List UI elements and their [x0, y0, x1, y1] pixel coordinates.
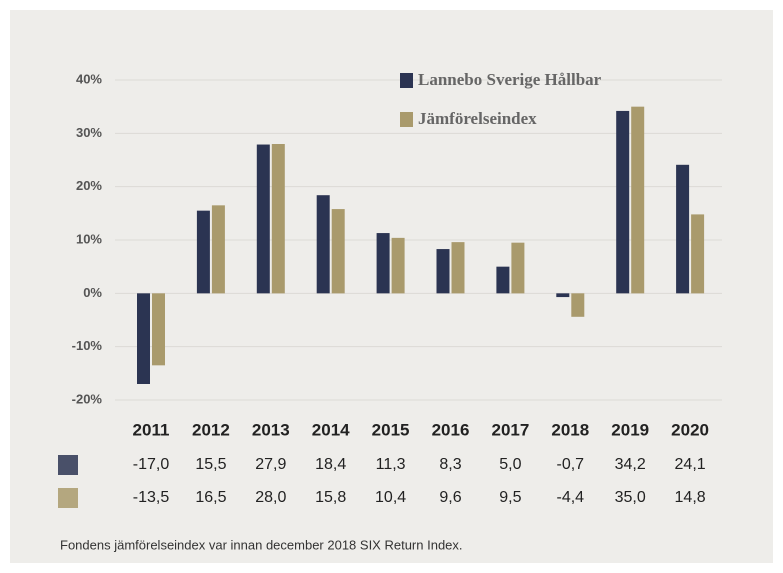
- legend-label: Lannebo Sverige Hållbar: [418, 70, 602, 89]
- x-tick-label: 2019: [611, 420, 649, 439]
- bar: [616, 110, 630, 294]
- x-tick-label: 2016: [432, 420, 470, 439]
- table-value: 10,4: [375, 489, 406, 506]
- y-tick-label: 10%: [76, 231, 102, 246]
- bar: [496, 266, 510, 294]
- legend-swatch: [400, 73, 413, 88]
- bar: [556, 293, 570, 298]
- table-value: 8,3: [439, 456, 461, 473]
- table-value: 18,4: [315, 456, 346, 473]
- bar: [152, 293, 165, 366]
- bar: [137, 293, 150, 384]
- chart-background: [10, 10, 773, 563]
- bar: [196, 210, 210, 294]
- y-tick-label: 30%: [76, 125, 102, 140]
- table-swatch: [58, 488, 78, 508]
- x-tick-label: 2013: [252, 420, 290, 439]
- table-value: 24,1: [675, 456, 706, 473]
- table-value: 11,3: [376, 456, 406, 473]
- legend-swatch: [400, 112, 413, 127]
- x-tick-label: 2020: [671, 420, 709, 439]
- table-value: -17,0: [133, 456, 170, 473]
- y-tick-label: 20%: [76, 178, 102, 193]
- table-value: 9,6: [439, 489, 461, 506]
- table-value: -13,5: [133, 489, 170, 506]
- table-value: 35,0: [615, 489, 646, 506]
- bar: [271, 144, 285, 294]
- table-value: -0,7: [557, 456, 585, 473]
- legend-label: Jämförelseindex: [418, 109, 537, 128]
- table-swatch: [58, 455, 78, 475]
- table-value: 16,5: [195, 489, 226, 506]
- bar: [691, 214, 705, 294]
- table-value: 14,8: [675, 489, 706, 506]
- y-tick-label: 0%: [83, 285, 102, 300]
- bar: [436, 249, 450, 294]
- bar: [571, 293, 585, 317]
- table-value: 15,5: [195, 456, 226, 473]
- x-tick-label: 2014: [312, 420, 350, 439]
- bar: [256, 144, 270, 294]
- y-tick-label: -10%: [72, 338, 103, 353]
- bar: [316, 195, 330, 294]
- bar: [376, 233, 390, 294]
- footnote: Fondens jämförelseindex var innan decemb…: [60, 537, 463, 552]
- x-tick-label: 2011: [133, 420, 170, 439]
- bar: [331, 209, 345, 294]
- bar: [511, 242, 525, 294]
- y-tick-label: -20%: [72, 391, 103, 406]
- table-value: 9,5: [499, 489, 521, 506]
- x-tick-label: 2015: [372, 420, 410, 439]
- x-tick-label: 2017: [491, 420, 529, 439]
- bar: [631, 106, 645, 294]
- table-value: 15,8: [315, 489, 346, 506]
- bar: [676, 164, 690, 294]
- bar: [451, 242, 465, 294]
- y-tick-label: 40%: [76, 71, 102, 86]
- x-tick-label: 2018: [551, 420, 589, 439]
- table-value: 28,0: [255, 489, 286, 506]
- table-value: -4,4: [557, 489, 585, 506]
- table-value: 5,0: [499, 456, 521, 473]
- table-value: 34,2: [615, 456, 646, 473]
- bar: [211, 205, 225, 294]
- bar: [391, 237, 405, 294]
- x-tick-label: 2012: [192, 420, 230, 439]
- table-value: 27,9: [255, 456, 286, 473]
